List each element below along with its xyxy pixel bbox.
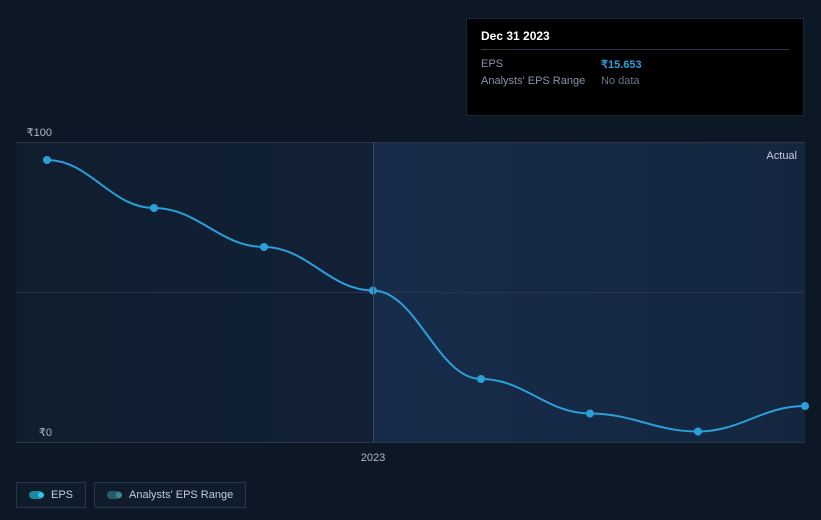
tooltip-row: EPS ₹15.653 xyxy=(481,56,789,73)
tooltip-value-range: No data xyxy=(601,75,640,87)
legend-swatch-eps xyxy=(29,491,43,499)
tooltip-label-eps: EPS xyxy=(481,58,601,71)
tooltip-value-eps: ₹15.653 xyxy=(601,58,642,71)
tooltip-date: Dec 31 2023 xyxy=(481,29,789,50)
chart-tooltip: Dec 31 2023 EPS ₹15.653 Analysts' EPS Ra… xyxy=(466,18,804,116)
legend-item-eps[interactable]: EPS xyxy=(16,482,86,508)
eps-markers xyxy=(43,156,809,436)
legend-item-range[interactable]: Analysts' EPS Range xyxy=(94,482,246,508)
line-chart-svg xyxy=(16,142,805,442)
tooltip-row: Analysts' EPS Range No data xyxy=(481,73,789,89)
chart-area: ₹100 ₹0 2023 Actual xyxy=(16,142,805,442)
legend-swatch-range xyxy=(107,491,121,499)
legend-label-eps: EPS xyxy=(51,489,73,501)
grid-line xyxy=(16,442,805,443)
tooltip-vertical-line xyxy=(373,142,374,442)
eps-line xyxy=(47,160,805,432)
y-axis-label-top: ₹100 xyxy=(22,126,52,139)
x-axis-label: 2023 xyxy=(361,452,385,464)
chart-legend: EPS Analysts' EPS Range xyxy=(16,482,246,508)
legend-label-range: Analysts' EPS Range xyxy=(129,489,233,501)
tooltip-label-range: Analysts' EPS Range xyxy=(481,75,601,87)
